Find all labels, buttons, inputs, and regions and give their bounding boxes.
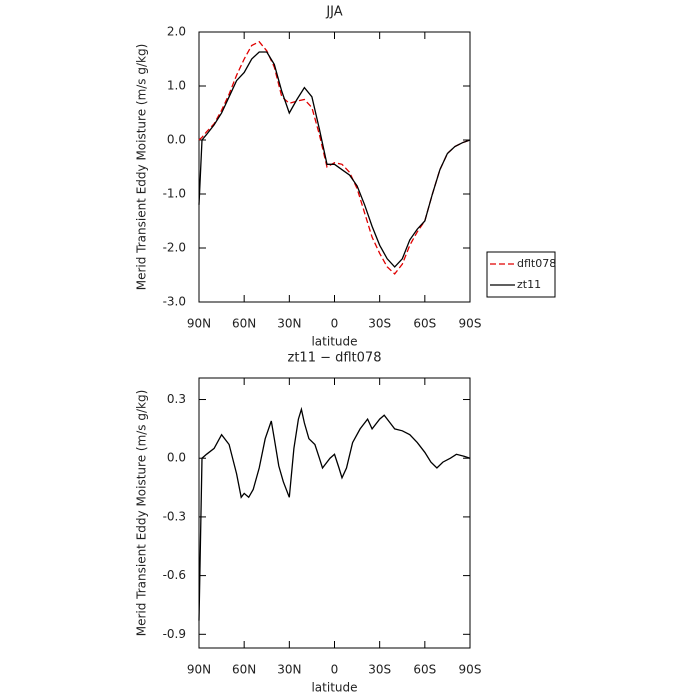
x-axis-label: latitude (311, 335, 357, 349)
x-tick-label: 0 (331, 663, 339, 677)
x-tick-label: 30N (277, 317, 301, 331)
y-tick-label: -0.9 (163, 627, 186, 641)
y-tick-label: 0.0 (167, 133, 186, 147)
legend-label: zt11 (517, 278, 541, 291)
y-tick-label: -1.0 (163, 187, 186, 201)
x-tick-label: 60N (232, 317, 256, 331)
y-tick-label: 0.3 (167, 392, 186, 406)
legend-label: dflt078 (517, 257, 556, 270)
series-line (198, 51, 471, 268)
chart-title: zt11 − dflt078 (288, 351, 382, 366)
y-tick-label: 1.0 (167, 79, 186, 93)
x-tick-label: 90S (459, 317, 482, 331)
y-tick-label: 0.0 (167, 451, 186, 465)
x-tick-label: 90S (459, 663, 482, 677)
x-tick-label: 30S (368, 663, 391, 677)
y-tick-label: -2.0 (163, 241, 186, 255)
y-axis-label: Merid Transient Eddy Moisture (m/s g/kg) (135, 390, 149, 637)
x-tick-label: 60S (413, 317, 436, 331)
x-tick-label: 0 (331, 317, 339, 331)
x-tick-label: 30S (368, 317, 391, 331)
x-tick-label: 60S (413, 663, 436, 677)
plot-frame (198, 31, 471, 303)
y-tick-label: 2.0 (167, 25, 186, 39)
x-tick-label: 60N (232, 663, 256, 677)
y-tick-label: -0.6 (163, 568, 186, 582)
chart-title: JJA (325, 5, 342, 20)
x-tick-label: 30N (277, 663, 301, 677)
y-tick-label: -0.3 (163, 509, 186, 523)
y-tick-label: -3.0 (163, 295, 186, 309)
series-line (198, 406, 471, 621)
plot-frame (198, 377, 471, 649)
x-axis-label: latitude (311, 681, 357, 695)
legend-box (486, 251, 556, 298)
x-tick-label: 90N (187, 663, 211, 677)
x-tick-label: 90N (187, 317, 211, 331)
y-axis-label: Merid Transient Eddy Moisture (m/s g/kg) (135, 44, 149, 291)
